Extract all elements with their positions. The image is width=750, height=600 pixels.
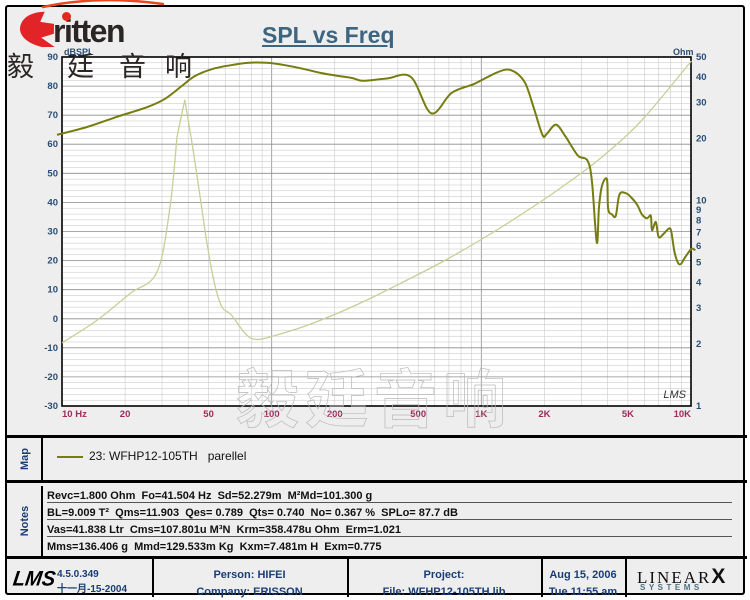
svg-text:10K: 10K xyxy=(674,409,692,420)
svg-text:80: 80 xyxy=(47,81,58,92)
svg-text:2K: 2K xyxy=(538,409,550,420)
svg-text:10 Hz: 10 Hz xyxy=(62,409,87,420)
svg-text:7: 7 xyxy=(696,227,701,238)
svg-text:-10: -10 xyxy=(44,343,58,354)
svg-text:6: 6 xyxy=(696,241,701,252)
svg-text:60: 60 xyxy=(47,139,58,150)
svg-text:4: 4 xyxy=(696,277,702,288)
svg-text:Ohm: Ohm xyxy=(673,47,694,57)
svg-text:5: 5 xyxy=(696,257,702,268)
svg-text:40: 40 xyxy=(47,197,58,208)
svg-text:9: 9 xyxy=(696,205,701,216)
svg-text:20: 20 xyxy=(696,134,707,145)
svg-text:5K: 5K xyxy=(622,409,634,420)
svg-text:0: 0 xyxy=(53,314,58,325)
svg-text:20: 20 xyxy=(47,256,58,267)
svg-text:90: 90 xyxy=(47,52,58,63)
svg-text:30: 30 xyxy=(47,227,58,238)
svg-text:70: 70 xyxy=(47,110,58,121)
svg-text:30: 30 xyxy=(696,98,707,109)
svg-text:10: 10 xyxy=(696,196,707,207)
svg-text:50: 50 xyxy=(203,409,214,420)
svg-text:50: 50 xyxy=(47,168,58,179)
svg-text:3: 3 xyxy=(696,303,701,314)
svg-text:50: 50 xyxy=(696,52,707,63)
svg-text:8: 8 xyxy=(696,216,701,227)
svg-text:-30: -30 xyxy=(44,401,58,412)
svg-text:40: 40 xyxy=(696,72,707,83)
svg-text:10: 10 xyxy=(47,285,58,296)
svg-text:1: 1 xyxy=(696,401,702,412)
svg-text:LMS: LMS xyxy=(663,389,686,401)
svg-text:20: 20 xyxy=(120,409,131,420)
svg-text:2: 2 xyxy=(696,339,701,350)
svg-text:-20: -20 xyxy=(44,372,58,383)
